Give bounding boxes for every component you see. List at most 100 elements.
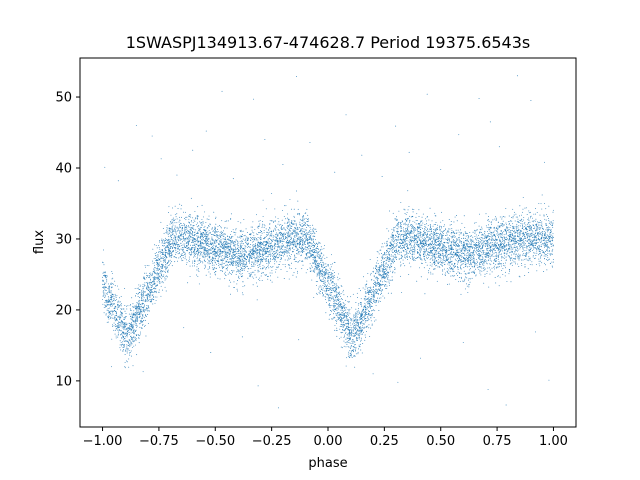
data-point bbox=[164, 286, 166, 288]
data-point bbox=[185, 250, 187, 251]
data-point bbox=[408, 240, 410, 242]
data-point bbox=[450, 224, 452, 226]
data-point bbox=[393, 247, 395, 249]
data-point bbox=[310, 268, 312, 270]
data-point bbox=[458, 260, 460, 262]
data-point bbox=[237, 270, 239, 272]
data-point bbox=[113, 298, 114, 300]
data-point bbox=[212, 268, 214, 270]
data-point bbox=[426, 264, 428, 266]
data-point bbox=[320, 260, 322, 262]
data-point bbox=[309, 249, 311, 251]
data-point bbox=[366, 292, 368, 294]
data-point bbox=[380, 297, 382, 299]
data-point bbox=[140, 296, 142, 298]
data-point bbox=[494, 259, 495, 261]
data-point bbox=[118, 315, 120, 317]
data-point bbox=[300, 229, 302, 231]
data-point bbox=[123, 349, 125, 350]
data-point bbox=[356, 311, 358, 313]
data-point bbox=[331, 311, 332, 313]
data-point bbox=[519, 234, 521, 236]
data-point bbox=[431, 247, 432, 249]
data-point bbox=[438, 253, 440, 255]
data-point bbox=[416, 213, 418, 215]
data-point bbox=[352, 318, 354, 320]
data-point bbox=[369, 335, 371, 337]
data-point bbox=[271, 249, 273, 251]
data-point bbox=[277, 240, 279, 242]
data-point bbox=[337, 279, 339, 281]
data-point bbox=[418, 239, 420, 241]
data-point bbox=[292, 240, 294, 242]
data-point bbox=[184, 230, 186, 232]
data-point bbox=[197, 244, 199, 246]
data-point bbox=[406, 249, 408, 251]
data-point bbox=[194, 243, 196, 245]
data-point bbox=[541, 208, 543, 210]
data-point bbox=[425, 218, 426, 220]
data-point bbox=[334, 283, 336, 285]
data-point bbox=[148, 265, 150, 267]
data-point bbox=[307, 237, 308, 239]
data-point bbox=[296, 231, 298, 233]
data-point bbox=[215, 267, 217, 269]
data-point bbox=[258, 249, 260, 251]
data-point bbox=[161, 251, 163, 253]
data-point bbox=[522, 211, 524, 213]
data-point bbox=[119, 317, 121, 319]
data-point bbox=[423, 230, 425, 232]
data-point bbox=[424, 238, 426, 240]
data-point bbox=[422, 242, 424, 244]
data-point bbox=[368, 289, 370, 291]
data-point bbox=[244, 245, 246, 247]
data-point bbox=[391, 233, 393, 235]
data-point bbox=[528, 233, 530, 235]
data-point bbox=[259, 263, 261, 265]
data-point bbox=[247, 236, 249, 238]
data-point bbox=[310, 237, 312, 239]
data-point bbox=[276, 266, 277, 268]
data-point bbox=[356, 292, 358, 294]
data-point bbox=[515, 231, 517, 233]
data-point bbox=[424, 228, 426, 230]
data-point bbox=[286, 270, 288, 272]
data-point bbox=[151, 285, 153, 287]
data-point bbox=[516, 255, 518, 257]
data-point bbox=[141, 322, 143, 324]
data-point bbox=[117, 330, 119, 331]
data-point bbox=[432, 236, 434, 238]
data-point bbox=[342, 347, 343, 349]
data-point bbox=[430, 225, 431, 227]
data-point bbox=[344, 328, 346, 330]
data-point bbox=[277, 276, 279, 278]
data-point bbox=[306, 208, 308, 210]
data-point bbox=[519, 239, 521, 241]
data-point bbox=[406, 246, 407, 248]
data-point bbox=[546, 245, 548, 247]
data-point bbox=[293, 245, 295, 247]
data-point bbox=[139, 299, 141, 301]
data-point bbox=[449, 248, 451, 250]
data-point bbox=[333, 316, 335, 318]
data-point bbox=[172, 219, 174, 221]
data-point bbox=[233, 231, 235, 233]
data-point bbox=[157, 253, 159, 255]
data-point bbox=[143, 307, 145, 309]
data-point bbox=[532, 217, 533, 219]
data-point bbox=[281, 243, 283, 245]
data-point bbox=[188, 226, 190, 228]
data-point bbox=[371, 310, 373, 312]
data-point bbox=[214, 226, 216, 228]
data-point bbox=[184, 238, 185, 240]
data-point bbox=[278, 232, 280, 233]
data-point bbox=[403, 240, 405, 242]
data-point bbox=[186, 232, 188, 234]
data-point bbox=[328, 299, 330, 301]
data-point bbox=[300, 224, 302, 226]
data-point bbox=[194, 239, 196, 240]
data-point bbox=[517, 227, 519, 229]
data-point bbox=[336, 322, 337, 324]
data-point bbox=[219, 245, 221, 247]
data-point bbox=[265, 228, 267, 230]
